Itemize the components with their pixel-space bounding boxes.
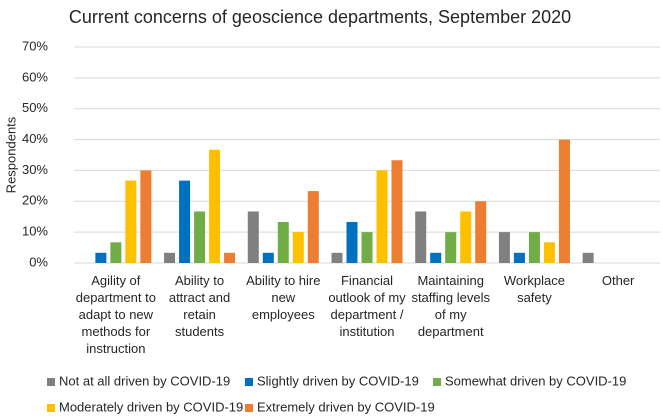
bar — [110, 242, 122, 263]
bar — [262, 252, 274, 263]
bar — [582, 252, 594, 263]
bar — [164, 252, 176, 263]
x-tick-label: Maintaining staffing levels of my depart… — [411, 273, 490, 339]
bar — [140, 170, 152, 263]
legend-label: Somewhat driven by COVID-19 — [445, 373, 626, 388]
y-tick-label: 70% — [22, 38, 48, 53]
bar — [209, 149, 221, 263]
legend-swatch — [245, 404, 253, 412]
legend-swatch — [245, 378, 253, 386]
legend-label: Not at all driven by COVID-19 — [59, 373, 230, 388]
y-tick-label: 20% — [22, 193, 48, 208]
x-tick-label: Agility of department to adapt to new me… — [75, 273, 156, 356]
x-tick-label: Ability to hire new employees — [246, 273, 321, 322]
x-tick-label: Ability to attract and retain students — [168, 273, 231, 339]
legend-label: Extremely driven by COVID-19 — [257, 399, 435, 414]
x-tick-label: Other — [601, 273, 635, 288]
bar — [391, 160, 403, 263]
bar — [445, 232, 457, 263]
bar — [194, 211, 206, 263]
y-tick-label: 0% — [29, 254, 48, 269]
bar — [376, 170, 388, 263]
bar — [277, 221, 289, 263]
bar — [224, 252, 236, 263]
bar — [528, 232, 540, 263]
bar — [292, 232, 304, 263]
legend-label: Moderately driven by COVID-19 — [59, 399, 243, 414]
legend-swatch — [433, 378, 441, 386]
bar — [430, 252, 442, 263]
y-tick-label: 60% — [22, 69, 48, 84]
y-tick-label: 50% — [22, 100, 48, 115]
bar — [361, 232, 373, 263]
y-tick-label: 40% — [22, 131, 48, 146]
bar — [179, 180, 191, 263]
bar — [346, 221, 358, 263]
bar — [331, 252, 343, 263]
bar — [498, 232, 510, 263]
x-tick-label: Financial outlook of my department / ins… — [328, 273, 406, 339]
y-axis-label: Respondents — [3, 116, 18, 193]
bar — [558, 139, 570, 263]
bar — [415, 211, 427, 263]
bar — [247, 211, 259, 263]
bar — [475, 201, 487, 263]
bar — [95, 252, 107, 263]
x-tick-label: Workplace safety — [503, 273, 566, 305]
y-tick-label: 10% — [22, 224, 48, 239]
bar — [460, 211, 472, 263]
legend-swatch — [47, 404, 55, 412]
bar — [125, 180, 137, 263]
bar — [543, 242, 555, 263]
y-tick-label: 30% — [22, 162, 48, 177]
bar — [307, 191, 319, 263]
bar — [513, 252, 525, 263]
legend-swatch — [47, 378, 55, 386]
legend-label: Slightly driven by COVID-19 — [257, 373, 419, 388]
chart-title: Current concerns of geoscience departmen… — [69, 7, 571, 27]
